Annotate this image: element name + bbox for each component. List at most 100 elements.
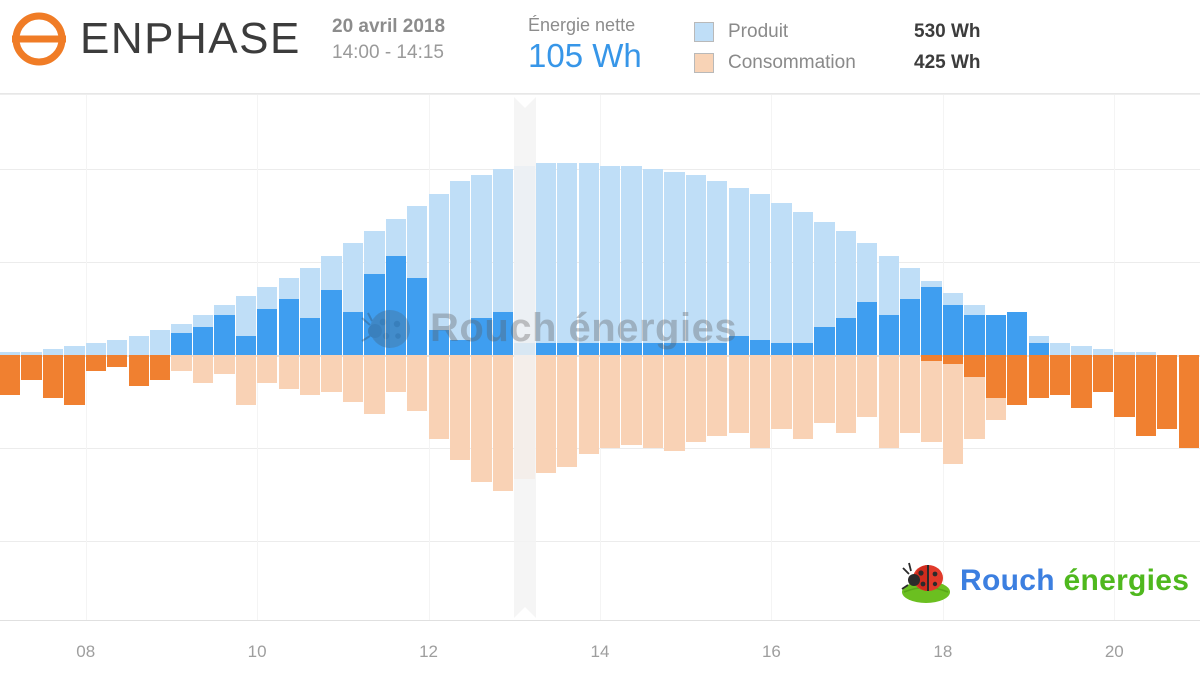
bar-exported[interactable] <box>450 339 471 355</box>
bar-produced[interactable] <box>450 181 471 355</box>
bar-imported[interactable] <box>985 355 1006 399</box>
bar-consumed[interactable] <box>214 355 235 374</box>
bar-imported[interactable] <box>1007 355 1028 405</box>
bar-exported[interactable] <box>878 314 899 355</box>
bar-exported[interactable] <box>300 317 321 355</box>
bar-consumed[interactable] <box>278 355 299 390</box>
bar-exported[interactable] <box>235 336 256 355</box>
bar-consumed[interactable] <box>492 355 514 492</box>
bar-produced[interactable] <box>1050 342 1071 355</box>
bar-consumed[interactable] <box>707 355 728 436</box>
bar-consumed[interactable] <box>557 355 578 467</box>
bar-exported[interactable] <box>535 342 556 355</box>
bar-produced[interactable] <box>771 203 792 355</box>
bar-consumed[interactable] <box>878 355 899 448</box>
bar-imported[interactable] <box>942 355 964 365</box>
bar-exported[interactable] <box>578 342 599 355</box>
bar-exported[interactable] <box>835 317 856 355</box>
bar-consumed[interactable] <box>685 355 706 442</box>
bar-produced[interactable] <box>107 339 128 355</box>
bar-produced[interactable] <box>471 175 492 355</box>
bar-produced[interactable] <box>85 342 106 355</box>
bar-consumed[interactable] <box>900 355 921 433</box>
bar-consumed[interactable] <box>300 355 321 396</box>
bar-exported[interactable] <box>171 333 192 355</box>
bar-produced[interactable] <box>642 169 664 355</box>
bar-imported[interactable] <box>921 355 942 362</box>
bar-produced[interactable] <box>685 175 706 355</box>
bar-produced[interactable] <box>750 193 771 355</box>
bar-exported[interactable] <box>385 255 406 355</box>
bar-exported[interactable] <box>921 286 942 355</box>
bar-produced[interactable] <box>64 345 85 355</box>
bar-consumed[interactable] <box>750 355 771 448</box>
bar-exported[interactable] <box>750 339 771 355</box>
bar-produced[interactable] <box>0 351 21 355</box>
bar-produced[interactable] <box>578 162 599 355</box>
bar-consumed[interactable] <box>578 355 599 455</box>
bar-imported[interactable] <box>42 355 64 399</box>
bar-exported[interactable] <box>407 277 428 355</box>
bar-exported[interactable] <box>428 330 449 355</box>
bar-exported[interactable] <box>707 342 728 355</box>
bar-exported[interactable] <box>985 314 1006 355</box>
bar-imported[interactable] <box>64 355 85 405</box>
bar-produced[interactable] <box>600 165 621 355</box>
bar-consumed[interactable] <box>921 355 942 442</box>
bar-produced[interactable] <box>150 330 171 355</box>
bar-exported[interactable] <box>621 342 642 355</box>
bar-exported[interactable] <box>278 299 299 355</box>
bar-imported[interactable] <box>21 355 42 380</box>
bar-consumed[interactable] <box>835 355 856 433</box>
bar-consumed[interactable] <box>407 355 428 411</box>
bar-exported[interactable] <box>364 274 385 355</box>
bar-produced[interactable] <box>492 169 514 355</box>
bar-imported[interactable] <box>1114 355 1135 417</box>
bar-consumed[interactable] <box>814 355 835 424</box>
bar-imported[interactable] <box>964 355 985 377</box>
bar-consumed[interactable] <box>450 355 471 461</box>
bar-imported[interactable] <box>1135 355 1156 436</box>
bar-exported[interactable] <box>814 327 835 355</box>
bar-produced[interactable] <box>707 181 728 355</box>
bar-imported[interactable] <box>1157 355 1178 430</box>
bar-consumed[interactable] <box>471 355 492 483</box>
bar-consumed[interactable] <box>385 355 406 393</box>
bar-exported[interactable] <box>1007 311 1028 355</box>
bar-produced[interactable] <box>1071 345 1092 355</box>
bar-exported[interactable] <box>257 308 278 355</box>
bar-imported[interactable] <box>107 355 128 368</box>
bar-exported[interactable] <box>857 302 878 355</box>
bar-exported[interactable] <box>900 299 921 355</box>
bar-consumed[interactable] <box>321 355 342 393</box>
bar-exported[interactable] <box>771 342 792 355</box>
bar-consumed[interactable] <box>664 355 685 452</box>
bar-consumed[interactable] <box>857 355 878 417</box>
bar-exported[interactable] <box>728 336 749 355</box>
bar-consumed[interactable] <box>428 355 449 439</box>
bar-exported[interactable] <box>321 289 342 355</box>
legend-item-produced[interactable]: Produit 530 Wh <box>694 16 981 47</box>
bar-consumed[interactable] <box>171 355 192 371</box>
bar-exported[interactable] <box>192 327 214 355</box>
bar-imported[interactable] <box>0 355 21 396</box>
bar-produced[interactable] <box>1135 351 1156 355</box>
energy-bar-chart[interactable] <box>0 95 1200 620</box>
bar-produced[interactable] <box>42 348 64 355</box>
bar-produced[interactable] <box>792 212 814 355</box>
bar-produced[interactable] <box>814 221 835 355</box>
bar-imported[interactable] <box>85 355 106 371</box>
bar-consumed[interactable] <box>235 355 256 405</box>
bar-consumed[interactable] <box>600 355 621 448</box>
bar-exported[interactable] <box>492 311 514 355</box>
bar-consumed[interactable] <box>364 355 385 414</box>
bar-imported[interactable] <box>1092 355 1114 393</box>
bar-consumed[interactable] <box>792 355 814 439</box>
selected-interval-highlight[interactable] <box>514 95 536 620</box>
bar-exported[interactable] <box>685 342 706 355</box>
bar-exported[interactable] <box>1028 342 1049 355</box>
bar-produced[interactable] <box>621 165 642 355</box>
bar-exported[interactable] <box>792 342 814 355</box>
bar-exported[interactable] <box>942 305 964 355</box>
bar-consumed[interactable] <box>192 355 214 383</box>
